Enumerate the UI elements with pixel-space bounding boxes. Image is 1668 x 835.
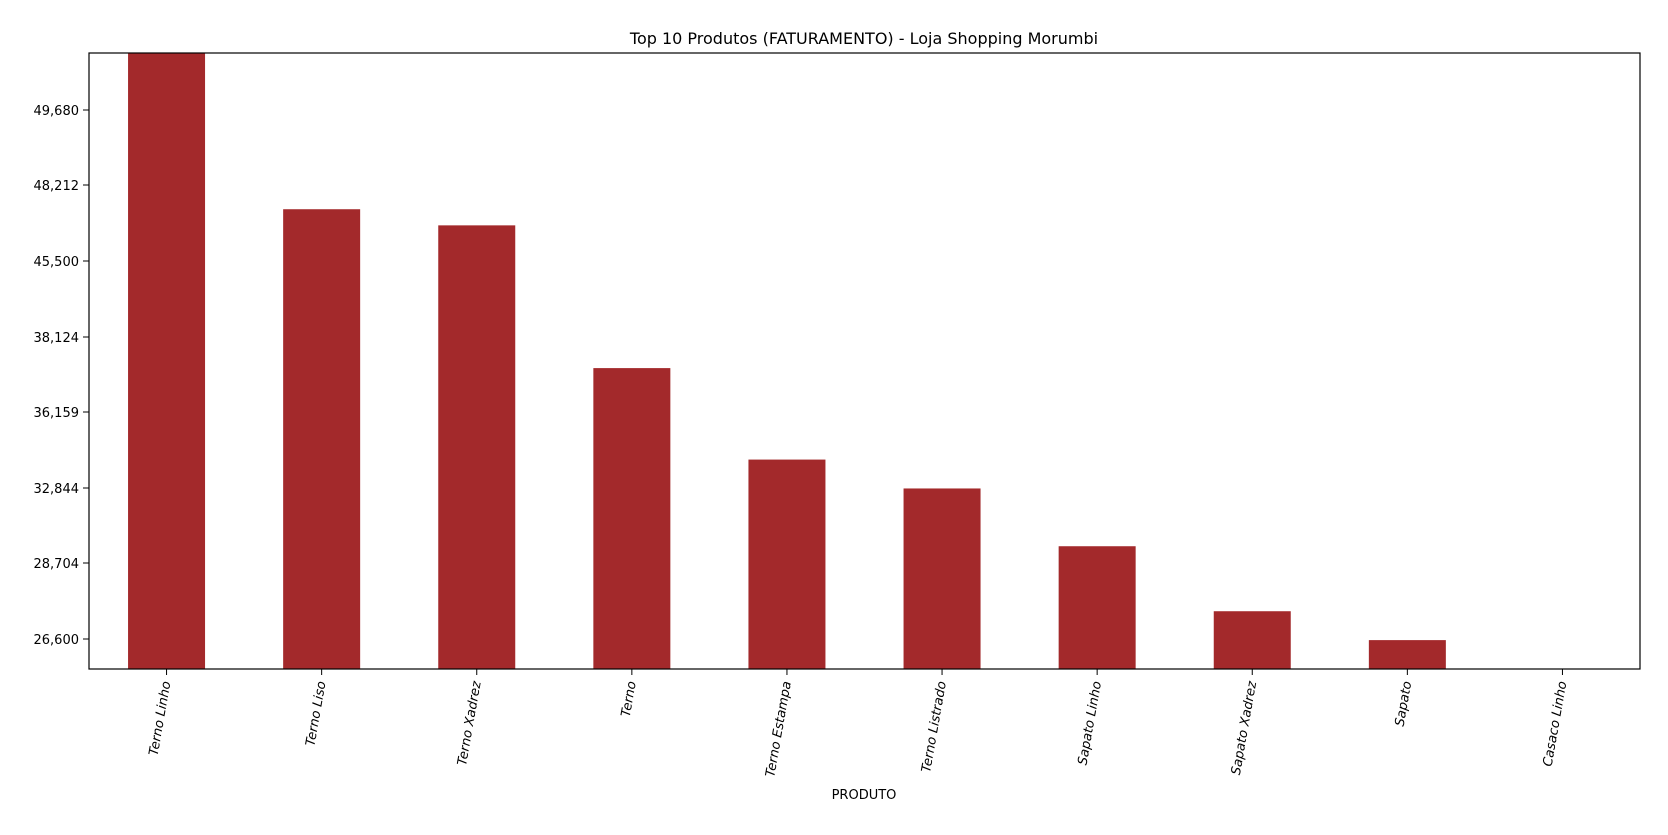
bar-3 [438, 225, 516, 669]
plot-area-frame [88, 52, 1641, 670]
bar-1 [128, 53, 206, 669]
y-tick-label: 26,600 [34, 633, 80, 648]
bars-layer [128, 53, 1446, 669]
y-tick-label: 32,844 [34, 482, 80, 497]
x-tick-label: Sapato Linho [1076, 680, 1106, 766]
chart-title: Top 10 Produtos (FATURAMENTO) - Loja Sho… [629, 29, 1098, 48]
x-tick-label: Terno Xadrez [455, 679, 485, 767]
x-tick-label: Terno Listrado [919, 680, 950, 773]
y-tick-label: 48,212 [34, 179, 80, 194]
bar-6 [903, 488, 981, 669]
y-tick-label: 49,680 [34, 104, 80, 119]
bar-8 [1213, 611, 1291, 669]
x-tick-label: Sapato Xadrez [1229, 679, 1260, 776]
x-axis: Terno Linho Terno Liso Terno Xadrez Terno Te… [147, 669, 1571, 778]
x-axis-label: PRODUTO [832, 788, 897, 803]
y-tick-label: 38,124 [34, 331, 80, 346]
x-tick-label: Terno Linho [147, 680, 175, 757]
y-tick-label: 36,159 [34, 406, 80, 421]
x-tick-label: Terno [619, 680, 640, 718]
x-tick-label: Sapato [1393, 680, 1416, 727]
x-tick-label: Terno Estampa [763, 680, 795, 778]
bar-7 [1058, 546, 1136, 669]
bar-2 [283, 209, 361, 669]
y-tick-label: 45,500 [34, 255, 80, 270]
y-tick-label: 28,704 [34, 557, 80, 572]
bar-5 [748, 459, 826, 669]
bar-9 [1368, 640, 1446, 669]
y-axis: 49,680 48,212 45,500 38,124 36,159 32,844 28,7… [34, 104, 89, 648]
x-tick-label: Terno Liso [303, 680, 329, 747]
bar-4 [593, 368, 671, 669]
x-tick-label: Casaco Linho [1541, 680, 1571, 768]
